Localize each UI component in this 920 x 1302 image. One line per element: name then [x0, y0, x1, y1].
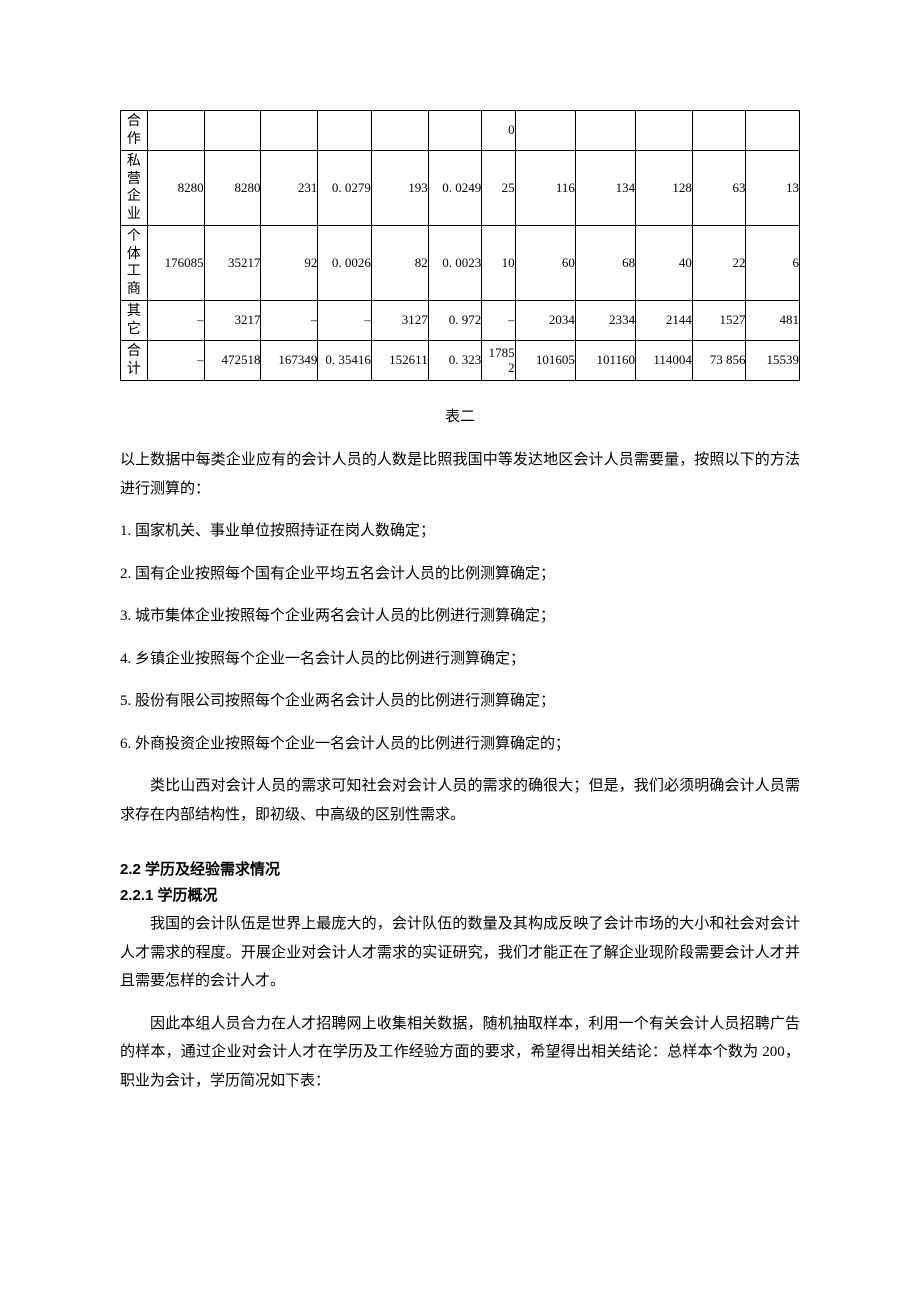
table-cell: 3127: [371, 301, 428, 341]
table-cell: 0: [482, 111, 515, 151]
table-cell: 1527: [692, 301, 746, 341]
table-row: 合计–4725181673490. 354161526110. 32317852…: [121, 341, 800, 381]
table-cell: [636, 111, 693, 151]
table-row: 私营企业828082802310. 02791930. 024925116134…: [121, 151, 800, 226]
list-item-2: 2. 国有企业按照每个国有企业平均五名会计人员的比例测算确定；: [120, 560, 800, 589]
table-cell: 8280: [204, 151, 261, 226]
table-cell: 3217: [204, 301, 261, 341]
table-cell: –: [261, 301, 318, 341]
table-cell: 0. 0023: [428, 226, 482, 301]
table-cell: 10: [482, 226, 515, 301]
row-header: 其它: [121, 301, 148, 341]
table-cell: [261, 111, 318, 151]
table-cell: 0. 323: [428, 341, 482, 381]
table-cell: 152611: [371, 341, 428, 381]
row-header: 个体工商: [121, 226, 148, 301]
table-cell: 68: [575, 226, 635, 301]
table-cell: 0. 0249: [428, 151, 482, 226]
table-cell: [428, 111, 482, 151]
table-cell: 0. 0026: [318, 226, 372, 301]
table-row: 合作 0: [121, 111, 800, 151]
table-cell: 114004: [636, 341, 693, 381]
table-cell: 17852: [482, 341, 515, 381]
table-cell: 22: [692, 226, 746, 301]
conclusion-paragraph: 类比山西对会计人员的需求可知社会对会计人员的需求的确很大；但是，我们必须明确会计…: [120, 772, 800, 829]
table-cell: 134: [575, 151, 635, 226]
table-caption: 表二: [120, 405, 800, 426]
table-cell: 35217: [204, 226, 261, 301]
table-cell: [318, 111, 372, 151]
table-cell: 2334: [575, 301, 635, 341]
table-cell: 176085: [147, 226, 204, 301]
table-cell: 0. 0279: [318, 151, 372, 226]
table-cell: 15539: [746, 341, 800, 381]
table-cell: 8280: [147, 151, 204, 226]
table-cell: 231: [261, 151, 318, 226]
table-cell: [147, 111, 204, 151]
table-cell: [204, 111, 261, 151]
table-cell: 2144: [636, 301, 693, 341]
row-header: 合计: [121, 341, 148, 381]
table-cell: [371, 111, 428, 151]
data-table: 合作0私营企业828082802310. 02791930. 024925116…: [120, 110, 800, 381]
table-cell: [575, 111, 635, 151]
table-cell: 40: [636, 226, 693, 301]
section-2-2-1-title: 2.2.1 学历概况: [120, 883, 800, 909]
table-cell: [746, 111, 800, 151]
table-row: 其它–3217––31270. 972–2034233421441527481: [121, 301, 800, 341]
list-item-1: 1. 国家机关、事业单位按照持证在岗人数确定；: [120, 517, 800, 546]
table-cell: 60: [515, 226, 575, 301]
table-cell: 73 856: [692, 341, 746, 381]
table-cell: 0. 972: [428, 301, 482, 341]
row-header: 合作: [121, 111, 148, 151]
table-cell: 167349: [261, 341, 318, 381]
section-2-2-title: 2.2 学历及经验需求情况: [120, 857, 800, 883]
table-cell: 2034: [515, 301, 575, 341]
section-2-2-1-p1: 我国的会计队伍是世界上最庞大的，会计队伍的数量及其构成反映了会计市场的大小和社会…: [120, 910, 800, 996]
table-cell: [692, 111, 746, 151]
table-cell: 6: [746, 226, 800, 301]
list-item-6: 6. 外商投资企业按照每个企业一名会计人员的比例进行测算确定的；: [120, 730, 800, 759]
section-2-2-1-p2: 因此本组人员合力在人才招聘网上收集相关数据，随机抽取样本，利用一个有关会计人员招…: [120, 1010, 800, 1096]
row-header: 私营企业: [121, 151, 148, 226]
table-row: 个体工商17608535217920. 0026820. 00231060684…: [121, 226, 800, 301]
intro-paragraph: 以上数据中每类企业应有的会计人员的人数是比照我国中等发达地区会计人员需要量，按照…: [120, 446, 800, 503]
table-cell: [515, 111, 575, 151]
table-cell: 481: [746, 301, 800, 341]
table-cell: –: [147, 301, 204, 341]
table-cell: –: [318, 301, 372, 341]
table-cell: –: [147, 341, 204, 381]
table-cell: 13: [746, 151, 800, 226]
list-item-4: 4. 乡镇企业按照每个企业一名会计人员的比例进行测算确定；: [120, 645, 800, 674]
table-cell: 25: [482, 151, 515, 226]
table-cell: 101160: [575, 341, 635, 381]
table-cell: 0. 35416: [318, 341, 372, 381]
list-item-5: 5. 股份有限公司按照每个企业两名会计人员的比例进行测算确定；: [120, 687, 800, 716]
table-cell: 193: [371, 151, 428, 226]
table-cell: 116: [515, 151, 575, 226]
table-cell: –: [482, 301, 515, 341]
list-item-3: 3. 城市集体企业按照每个企业两名会计人员的比例进行测算确定；: [120, 602, 800, 631]
table-cell: 92: [261, 226, 318, 301]
table-cell: 472518: [204, 341, 261, 381]
table-cell: 128: [636, 151, 693, 226]
table-cell: 82: [371, 226, 428, 301]
table-cell: 63: [692, 151, 746, 226]
document-page: 合作0私营企业828082802310. 02791930. 024925116…: [0, 0, 920, 1169]
table-cell: 101605: [515, 341, 575, 381]
